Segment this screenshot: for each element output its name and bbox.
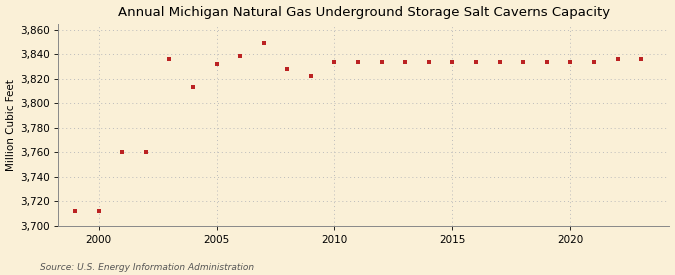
- Point: [282, 67, 293, 71]
- Point: [589, 60, 599, 64]
- Point: [636, 57, 647, 62]
- Point: [70, 209, 80, 213]
- Point: [329, 60, 340, 64]
- Text: Source: U.S. Energy Information Administration: Source: U.S. Energy Information Administ…: [40, 263, 254, 272]
- Point: [188, 85, 198, 90]
- Title: Annual Michigan Natural Gas Underground Storage Salt Caverns Capacity: Annual Michigan Natural Gas Underground …: [118, 6, 610, 18]
- Point: [423, 60, 434, 64]
- Y-axis label: Million Cubic Feet: Million Cubic Feet: [5, 79, 16, 171]
- Point: [306, 74, 317, 79]
- Point: [140, 150, 151, 155]
- Point: [494, 60, 505, 64]
- Point: [612, 57, 623, 62]
- Point: [447, 60, 458, 64]
- Point: [211, 62, 222, 67]
- Point: [164, 57, 175, 62]
- Point: [259, 41, 269, 46]
- Point: [117, 150, 128, 155]
- Point: [235, 53, 246, 58]
- Point: [400, 60, 410, 64]
- Point: [376, 60, 387, 64]
- Point: [518, 60, 529, 64]
- Point: [93, 209, 104, 213]
- Point: [352, 60, 363, 64]
- Point: [470, 60, 481, 64]
- Point: [541, 60, 552, 64]
- Point: [565, 60, 576, 64]
